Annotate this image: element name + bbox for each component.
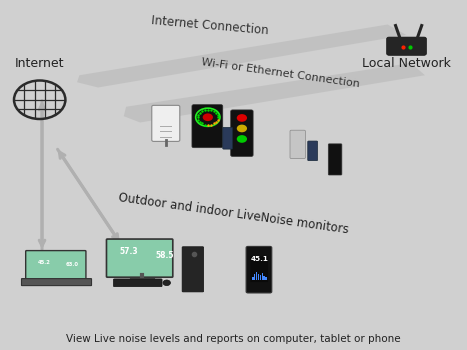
FancyBboxPatch shape: [182, 247, 204, 292]
FancyBboxPatch shape: [192, 105, 223, 148]
FancyBboxPatch shape: [262, 273, 263, 280]
Circle shape: [237, 125, 247, 132]
FancyBboxPatch shape: [26, 251, 86, 281]
FancyBboxPatch shape: [254, 274, 255, 280]
Text: 57.3: 57.3: [119, 247, 138, 257]
FancyBboxPatch shape: [252, 276, 254, 280]
FancyBboxPatch shape: [106, 239, 173, 277]
FancyBboxPatch shape: [260, 275, 261, 280]
FancyBboxPatch shape: [113, 279, 162, 287]
Text: Outdoor and indoor LiveNoise monitors: Outdoor and indoor LiveNoise monitors: [118, 191, 349, 236]
Text: View Live noise levels and reports on computer, tablet or phone: View Live noise levels and reports on co…: [66, 334, 401, 344]
FancyBboxPatch shape: [223, 127, 233, 149]
Circle shape: [196, 108, 220, 126]
Text: 45.1: 45.1: [250, 257, 268, 262]
FancyBboxPatch shape: [265, 277, 267, 280]
Circle shape: [163, 280, 170, 286]
Text: Local Network: Local Network: [362, 57, 451, 70]
FancyBboxPatch shape: [246, 246, 272, 293]
Circle shape: [237, 114, 247, 122]
FancyBboxPatch shape: [290, 130, 305, 159]
FancyBboxPatch shape: [256, 272, 257, 280]
Circle shape: [237, 135, 247, 143]
FancyBboxPatch shape: [263, 276, 265, 280]
FancyBboxPatch shape: [152, 105, 180, 141]
FancyBboxPatch shape: [231, 110, 253, 156]
Circle shape: [203, 113, 213, 121]
Text: Internet: Internet: [15, 57, 64, 70]
FancyBboxPatch shape: [387, 37, 426, 55]
FancyBboxPatch shape: [250, 256, 268, 282]
FancyBboxPatch shape: [21, 279, 92, 286]
FancyBboxPatch shape: [308, 141, 318, 161]
FancyBboxPatch shape: [258, 274, 259, 280]
Text: 58.5: 58.5: [156, 251, 174, 260]
Polygon shape: [124, 63, 425, 122]
FancyBboxPatch shape: [328, 144, 342, 175]
Text: Internet Connection: Internet Connection: [151, 14, 269, 37]
Text: Wi-Fi or Ethernet Connection: Wi-Fi or Ethernet Connection: [200, 57, 360, 89]
Polygon shape: [77, 25, 406, 88]
Text: 45.2: 45.2: [38, 260, 51, 265]
Text: 63.0: 63.0: [66, 262, 79, 267]
